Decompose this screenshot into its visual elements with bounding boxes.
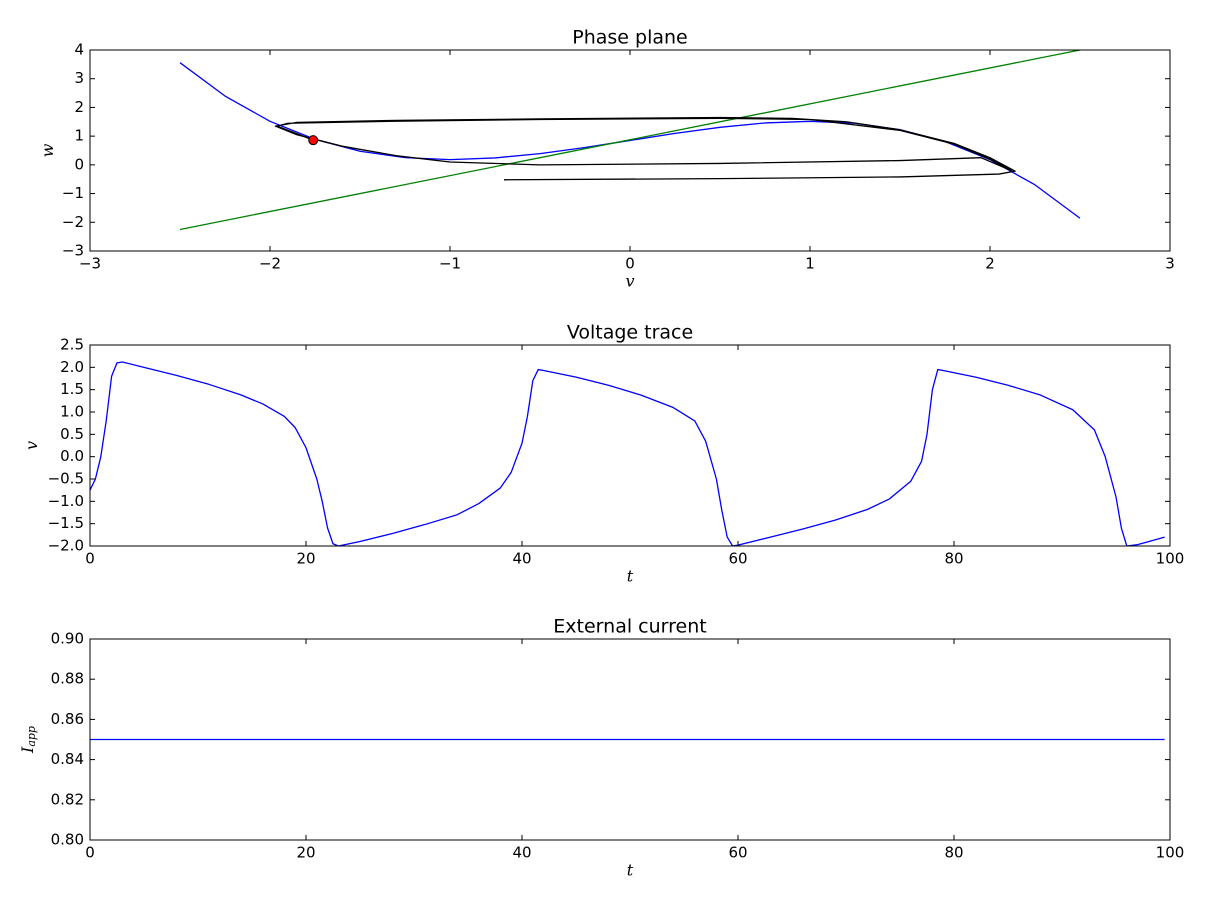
x-tick-label: −3 [79, 255, 101, 273]
y-tick-label: −2.0 [48, 537, 84, 555]
y-axis-label: Iapp [18, 726, 39, 754]
x-tick-label: 40 [512, 844, 531, 862]
x-tick-label: 80 [944, 550, 963, 568]
y-tick-label: −1.5 [48, 514, 84, 532]
chart-title: External current [553, 616, 706, 638]
x-tick-label: 40 [512, 550, 531, 568]
x-tick-label: −2 [259, 255, 281, 273]
chart-title: Voltage trace [567, 322, 693, 344]
x-tick-label: 20 [296, 550, 315, 568]
y-tick-label: 1.0 [60, 403, 84, 421]
y-tick-label: 0.0 [60, 447, 84, 465]
y-axis-label-main: I [18, 746, 37, 754]
x-axis-label: t [627, 861, 634, 880]
y-tick-label: 0.90 [51, 630, 84, 648]
y-tick-label: 0.82 [51, 790, 84, 808]
y-tick-label: 0.5 [60, 425, 84, 443]
x-tick-label: 3 [1165, 255, 1175, 273]
plot-area [179, 50, 1081, 231]
y-tick-label: 1 [74, 127, 84, 145]
y-axis-label-main: v [22, 441, 41, 450]
x-tick-label: 0 [85, 844, 95, 862]
y-tick-label: −3 [62, 242, 84, 260]
y-tick-label: 0.80 [51, 831, 84, 849]
axes-frame [89, 638, 1171, 841]
y-tick-label: 3 [74, 69, 84, 87]
y-tick-label: 2.0 [60, 358, 84, 376]
y-axis-label-main: w [38, 143, 57, 157]
plot-area [90, 361, 1165, 546]
data-line [274, 116, 1016, 181]
subplot: Phase plane −3 −2 −1 0 1 2 3 −3 −2 −1 0 1 2 3 4 v w [38, 27, 1175, 291]
data-line [90, 361, 1165, 546]
subplot: Voltage trace 0 20 40 60 80 100 −2.0 −1.5 −1.0 −0.… [22, 322, 1185, 586]
subplot: External current 0 20 40 60 80 100 0.80 0.82 0.84… [18, 616, 1185, 880]
y-tick-label: 1.5 [60, 380, 84, 398]
x-tick-label: 100 [1156, 844, 1185, 862]
y-axis-label: v [22, 441, 41, 450]
x-tick-label: 60 [728, 844, 747, 862]
y-tick-label: −1.0 [48, 492, 84, 510]
x-tick-label: 100 [1156, 550, 1185, 568]
x-axis-label: v [625, 272, 634, 291]
y-tick-label: −2 [62, 213, 84, 231]
marker [308, 135, 319, 146]
chart-title: Phase plane [572, 27, 687, 49]
y-tick-label: −0.5 [48, 470, 84, 488]
y-tick-label: 4 [74, 41, 84, 59]
x-tick-label: 2 [985, 255, 995, 273]
y-axis-label-sub: app [25, 726, 38, 747]
x-tick-label: 0 [625, 255, 635, 273]
x-tick-label: 80 [944, 844, 963, 862]
x-tick-label: −1 [439, 255, 461, 273]
x-tick-label: 0 [85, 550, 95, 568]
data-line [179, 50, 1081, 231]
x-tick-label: 1 [805, 255, 815, 273]
x-tick-label: 60 [728, 550, 747, 568]
y-tick-label: 2.5 [60, 336, 84, 354]
y-tick-label: 0.88 [51, 670, 84, 688]
y-tick-label: 2 [74, 98, 84, 116]
y-tick-label: −1 [62, 184, 84, 202]
y-axis-label: w [38, 143, 57, 157]
x-axis-label: t [627, 567, 634, 586]
y-tick-label: 0.84 [51, 750, 84, 768]
x-tick-label: 20 [296, 844, 315, 862]
axes-frame [89, 344, 1171, 547]
y-tick-label: 0.86 [51, 710, 84, 728]
axes-frame [89, 49, 1171, 252]
y-tick-label: 0 [74, 155, 84, 173]
